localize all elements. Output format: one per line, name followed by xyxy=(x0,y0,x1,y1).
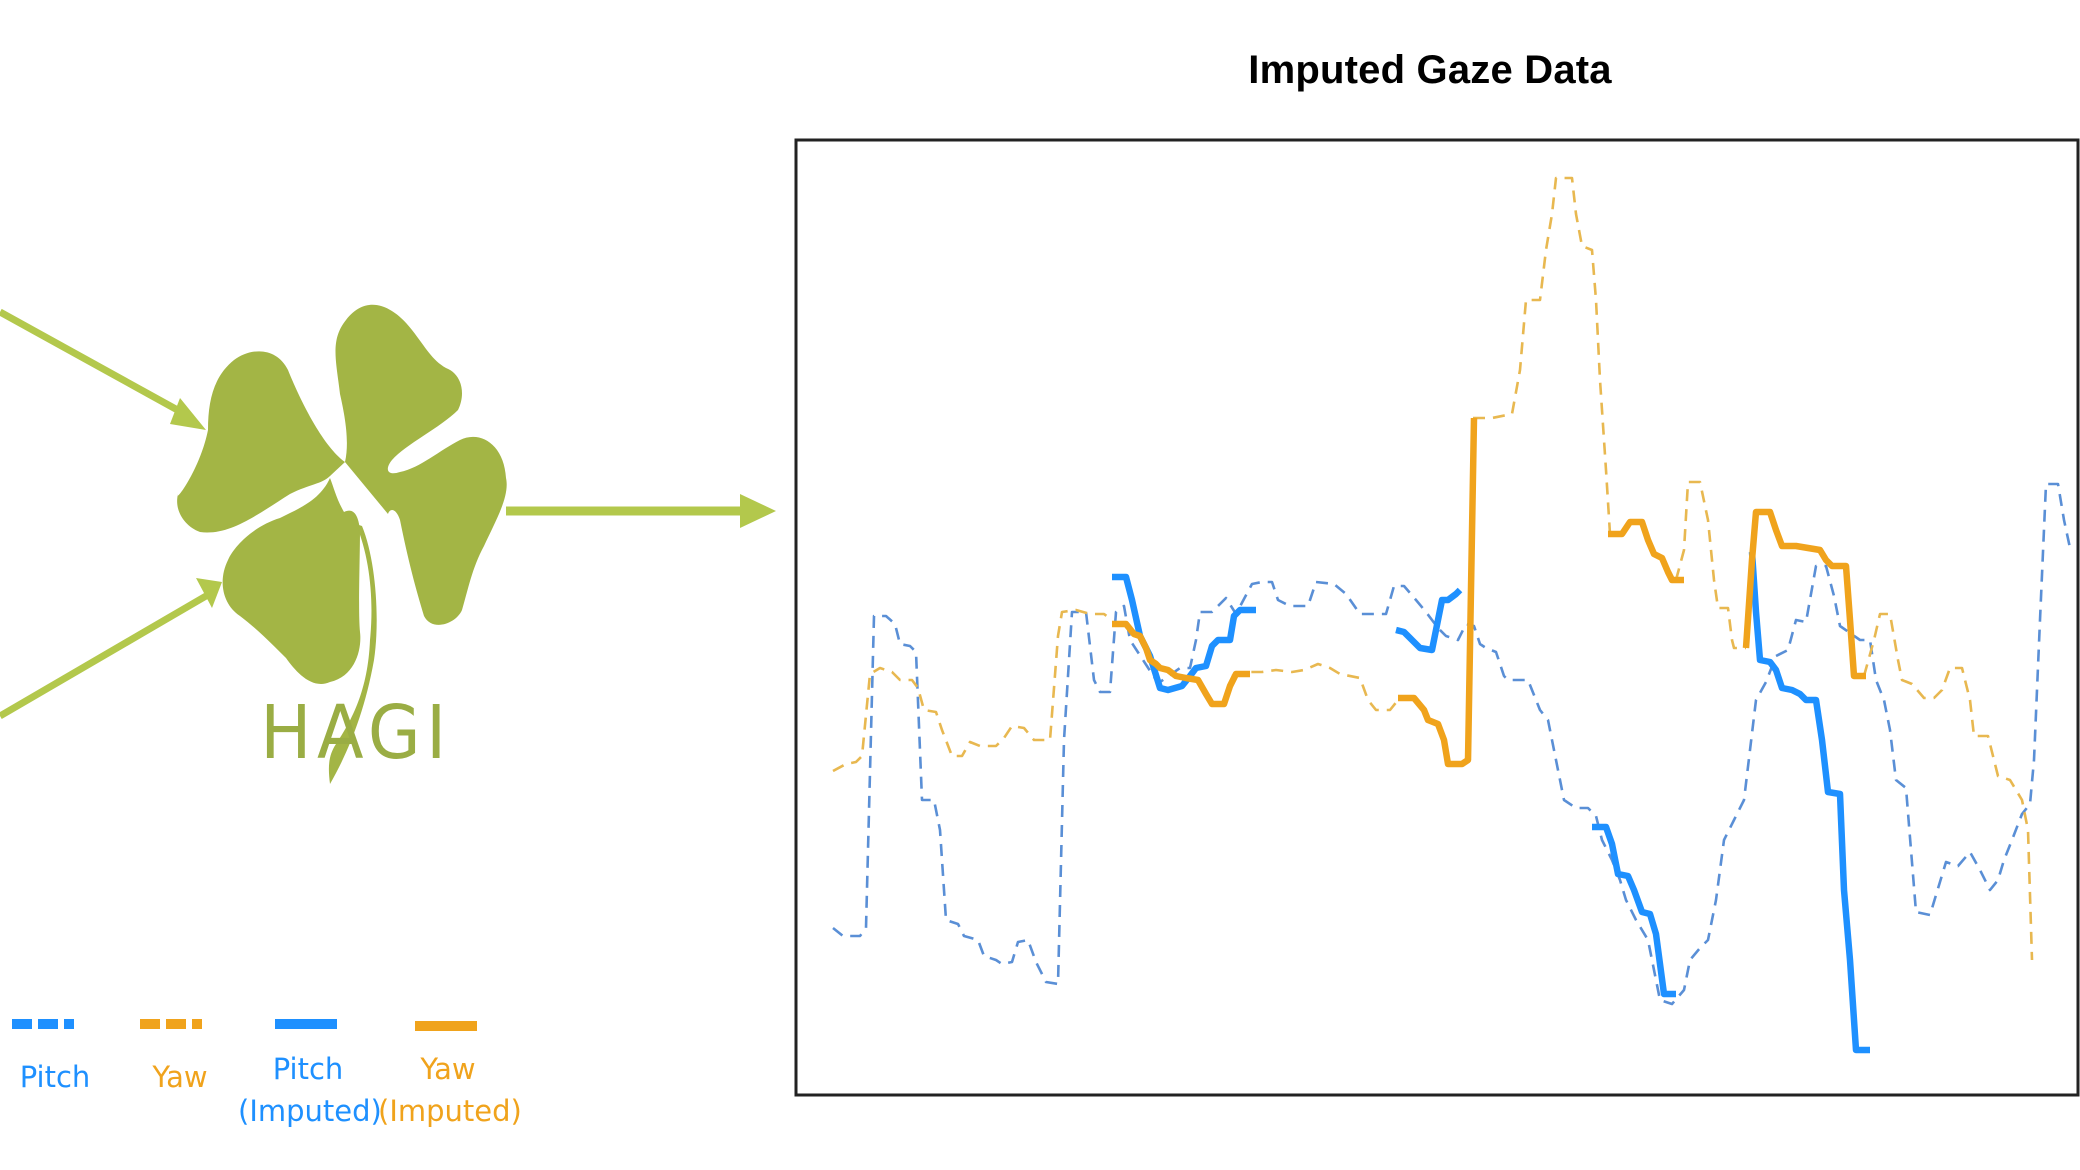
series-line-pitch-imputed xyxy=(1395,587,1463,654)
series-line-pitch-imputed xyxy=(1748,551,1870,1054)
series-line-pitch xyxy=(832,482,2072,1006)
output-arrow xyxy=(506,494,776,528)
series-line-yaw xyxy=(1862,612,2034,961)
series-layer xyxy=(832,176,2072,1054)
legend-label-pitch-imputed: Pitch (Imputed) xyxy=(238,1052,382,1128)
four-leaf-clover-icon xyxy=(177,304,507,784)
dashed-line-swatch-icon xyxy=(140,1019,202,1029)
dashed-line-swatch-icon xyxy=(12,1019,74,1029)
solid-line-swatch-icon xyxy=(275,1019,337,1029)
legend-label-yaw: Yaw xyxy=(152,1060,208,1094)
series-line-yaw xyxy=(1674,480,1746,650)
series-line-yaw-imputed xyxy=(1398,417,1478,768)
legend-label-yaw-imputed: Yaw (Imputed) xyxy=(378,1052,522,1128)
chart-title: Imputed Gaze Data xyxy=(1248,48,1612,92)
model-name-label: HAGI xyxy=(260,690,452,776)
legend-label-pitch: Pitch xyxy=(19,1060,91,1094)
series-line-yaw-imputed xyxy=(1112,620,1250,708)
series-line-yaw xyxy=(832,608,1113,773)
input-arrow-bottom xyxy=(0,578,222,720)
series-line-yaw xyxy=(1473,176,1612,535)
plot-frame xyxy=(794,138,2080,1097)
series-line-yaw-imputed xyxy=(1742,508,1866,680)
series-line-pitch-imputed xyxy=(1592,823,1676,998)
series-line-yaw xyxy=(1231,662,1400,712)
series-line-yaw-imputed xyxy=(1608,518,1684,584)
solid-line-swatch-icon xyxy=(415,1021,477,1031)
model-diagram xyxy=(0,304,776,784)
input-arrow-top xyxy=(0,308,206,430)
